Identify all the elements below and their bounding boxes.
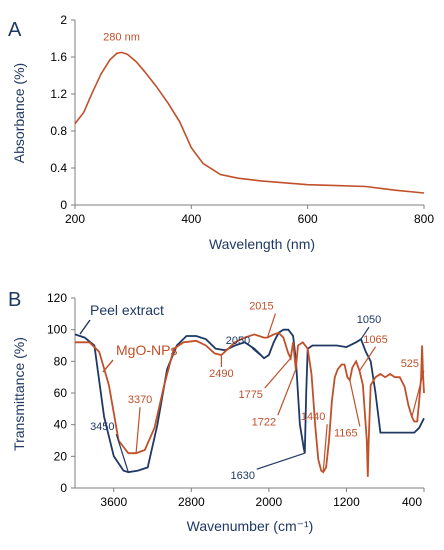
y-tick-label-b: 120 [47,291,67,305]
peak-label-1165: 1165 [334,427,358,439]
x-tick-label-b: 3600 [100,495,127,509]
peak-arrow-1775 [264,357,292,389]
peak-arrow-3450 [115,433,129,473]
peak-label-2050: 2050 [226,335,250,347]
wavenumber-axis-label: Wavenumber (cm⁻¹) [187,518,314,534]
peak-label-1440: 1440 [301,411,325,423]
peel-extract-series-line [74,328,425,474]
transmittance-axis-label: Transmittance (%) [11,337,27,451]
panel-letter-b: B [8,289,21,311]
y-tick-label-a: 0.8 [50,124,67,138]
peak-arrow-2015 [266,313,277,338]
peak-arrow-1440 [322,424,328,473]
y-tick-label-a: 1.2 [50,87,67,101]
peak-label-1630: 1630 [231,470,255,482]
panel-b: B Transmittance (%) Wavenumber (cm⁻¹) 0 2… [8,289,425,534]
x-tick-label-b: 2800 [178,495,205,509]
peak-label-1722: 1722 [252,416,276,428]
panel-a: A Absorbance (%) Wavelength (nm) 0 0.4 0.8… [8,13,434,252]
y-tick-label-b: 60 [54,386,68,400]
peak-label-1065: 1065 [363,334,387,346]
legend-peel-extract: Peel extract [90,302,164,318]
peak-arrow-525 [411,370,425,417]
peak-arrow-1630 [256,452,305,470]
wavelength-axis-label: Wavelength (nm) [209,236,315,252]
peak-arrow-1065 [359,346,377,372]
peak-label-2490: 2490 [209,368,233,380]
y-tick-label-b: 80 [54,354,68,368]
y-tick-label-a: 1.6 [50,50,67,64]
legend-mgo-nps: MgO-NPs [116,342,177,358]
y-tick-label-a: 0.4 [50,161,67,175]
peak-arrow-1050 [360,326,370,340]
peak-arrow-2050 [251,347,265,359]
y-tick-label-b: 100 [47,323,67,337]
peak-label-280: 280 nm [103,31,140,43]
peak-arrow-1722 [277,369,297,416]
y-tick-label-b: 40 [54,418,68,432]
peak-arrow-1165 [349,380,361,427]
mgo-nps-series-line [75,331,425,477]
peak-label-3370: 3370 [128,394,152,406]
peak-label-525: 525 [401,358,419,370]
x-tick-label-b: 1200 [333,495,360,509]
panel-letter-a: A [8,19,22,41]
peak-label-2015: 2015 [249,301,273,313]
x-tick-label-a: 600 [298,212,318,226]
x-tick-label-a: 200 [65,212,85,226]
y-tick-label-a: 0 [60,198,67,212]
legend-peel-arrow [79,319,91,335]
peak-arrow-3370 [135,407,141,454]
legend-mgo-arrow [102,359,114,373]
peak-label-1050: 1050 [357,314,381,326]
y-tick-label-b: 20 [54,449,68,463]
peak-label-1775: 1775 [238,389,262,401]
x-tick-label-a: 400 [181,212,201,226]
x-tick-label-a: 800 [414,212,434,226]
y-tick-label-a: 2 [60,13,67,27]
absorbance-axis-label: Absorbance (%) [11,63,27,163]
peak-label-3450: 3450 [90,421,114,433]
x-tick-label-b: 2000 [256,495,283,509]
y-tick-label-b: 0 [60,481,67,495]
absorbance-series-line [74,51,425,194]
x-tick-label-b: 400 [402,495,422,509]
